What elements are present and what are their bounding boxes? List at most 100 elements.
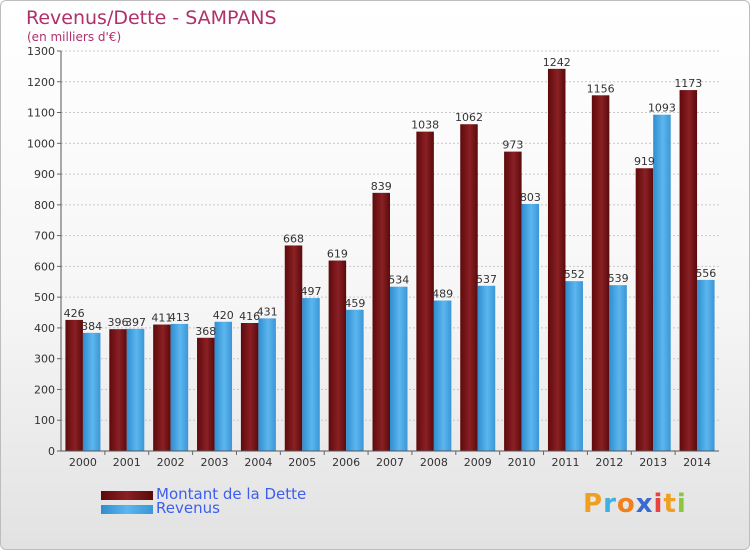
x-tick-label: 2003	[201, 456, 229, 469]
x-tick-label: 2006	[332, 456, 360, 469]
bar-revenus	[653, 114, 671, 451]
value-label-revenus: 552	[564, 268, 585, 281]
y-tick-label: 1300	[27, 45, 55, 58]
x-tick-label: 2000	[69, 456, 97, 469]
proxiti-logo: Proxiti	[583, 489, 687, 519]
bar-revenus	[433, 300, 452, 451]
value-label-revenus: 803	[520, 191, 541, 204]
bar-revenus	[126, 328, 145, 451]
logo-letter: o	[616, 489, 636, 519]
value-label-revenus: 534	[388, 274, 409, 287]
bar-revenus	[390, 286, 408, 451]
bar-revenus	[214, 321, 233, 451]
bar-dette	[284, 245, 303, 451]
bar-dette	[65, 319, 83, 451]
bar-revenus	[521, 203, 540, 451]
value-label-dette: 1173	[674, 77, 702, 90]
bar-revenus	[82, 332, 101, 451]
bar-revenus	[302, 298, 320, 451]
logo-letter: r	[603, 489, 617, 519]
y-tick-label: 800	[34, 199, 55, 212]
value-label-revenus: 413	[169, 311, 190, 324]
bar-revenus	[346, 309, 364, 451]
value-label-dette: 368	[195, 325, 216, 338]
x-tick-label: 2010	[508, 456, 536, 469]
y-tick-label: 600	[34, 260, 55, 273]
logo-letter: i	[653, 489, 664, 519]
value-label-dette: 973	[502, 139, 523, 152]
bar-revenus	[477, 285, 496, 451]
y-tick-label: 1000	[27, 137, 55, 150]
legend-swatch-dette	[101, 491, 153, 500]
y-tick-label: 0	[48, 445, 55, 458]
y-tick-label: 300	[34, 353, 55, 366]
y-tick-label: 900	[34, 168, 55, 181]
logo-letter: i	[676, 489, 687, 519]
bar-dette	[372, 192, 390, 451]
bar-dette	[547, 68, 566, 451]
legend-swatch-revenus	[101, 505, 153, 514]
value-label-revenus: 420	[213, 309, 234, 322]
value-label-dette: 1038	[411, 119, 439, 132]
bar-dette	[504, 151, 522, 451]
x-tick-label: 2011	[551, 456, 579, 469]
value-label-dette: 416	[239, 310, 260, 323]
value-label-dette: 668	[283, 232, 304, 245]
chart-title: Revenus/Dette - SAMPANS	[26, 7, 277, 29]
value-label-revenus: 459	[344, 297, 365, 310]
y-tick-label: 700	[34, 230, 55, 243]
value-label-revenus: 397	[125, 316, 146, 329]
x-tick-label: 2007	[376, 456, 404, 469]
x-tick-label: 2005	[288, 456, 316, 469]
bar-dette	[153, 324, 171, 451]
value-label-dette: 1062	[455, 111, 483, 124]
y-tick-label: 200	[34, 383, 55, 396]
legend-label-dette: Montant de la Dette	[156, 485, 307, 503]
y-tick-label: 500	[34, 291, 55, 304]
logo-letter: x	[635, 489, 654, 519]
value-label-revenus: 537	[476, 273, 497, 286]
bar-revenus	[565, 281, 583, 451]
x-tick-label: 2012	[595, 456, 623, 469]
y-tick-label: 1200	[27, 76, 55, 89]
bar-dette	[240, 323, 259, 451]
bar-revenus	[258, 318, 276, 451]
value-label-dette: 1156	[587, 82, 615, 95]
value-label-revenus: 384	[81, 320, 102, 333]
bar-revenus	[609, 285, 627, 451]
value-label-revenus: 1093	[648, 102, 676, 115]
x-tick-label: 2008	[420, 456, 448, 469]
bar-dette	[416, 131, 434, 451]
bar-dette	[460, 124, 478, 451]
value-label-revenus: 489	[432, 288, 453, 301]
x-tick-label: 2014	[683, 456, 711, 469]
y-tick-label: 1100	[27, 107, 55, 120]
logo-letter: t	[663, 489, 677, 519]
x-tick-label: 2002	[157, 456, 185, 469]
bar-dette	[197, 337, 215, 451]
x-tick-label: 2004	[244, 456, 272, 469]
value-label-revenus: 539	[608, 272, 629, 285]
value-label-dette: 1242	[543, 56, 571, 69]
value-label-dette: 619	[327, 248, 348, 261]
bar-dette	[679, 90, 698, 452]
x-tick-label: 2013	[639, 456, 667, 469]
bar-dette	[591, 95, 610, 452]
bar-dette	[109, 329, 127, 451]
bar-revenus	[170, 323, 189, 451]
x-tick-label: 2009	[464, 456, 492, 469]
value-label-dette: 411	[151, 312, 172, 325]
logo-letter: P	[583, 489, 604, 519]
y-tick-label: 100	[34, 414, 55, 427]
bar-dette	[635, 168, 654, 451]
value-label-revenus: 431	[257, 305, 278, 318]
bar-revenus	[697, 279, 715, 451]
value-label-dette: 396	[108, 316, 129, 329]
value-label-dette: 426	[64, 307, 85, 320]
legend-label-revenus: Revenus	[156, 499, 220, 517]
value-label-dette: 919	[634, 155, 655, 168]
chart-subtitle: (en milliers d'€)	[27, 30, 122, 44]
y-tick-label: 400	[34, 322, 55, 335]
